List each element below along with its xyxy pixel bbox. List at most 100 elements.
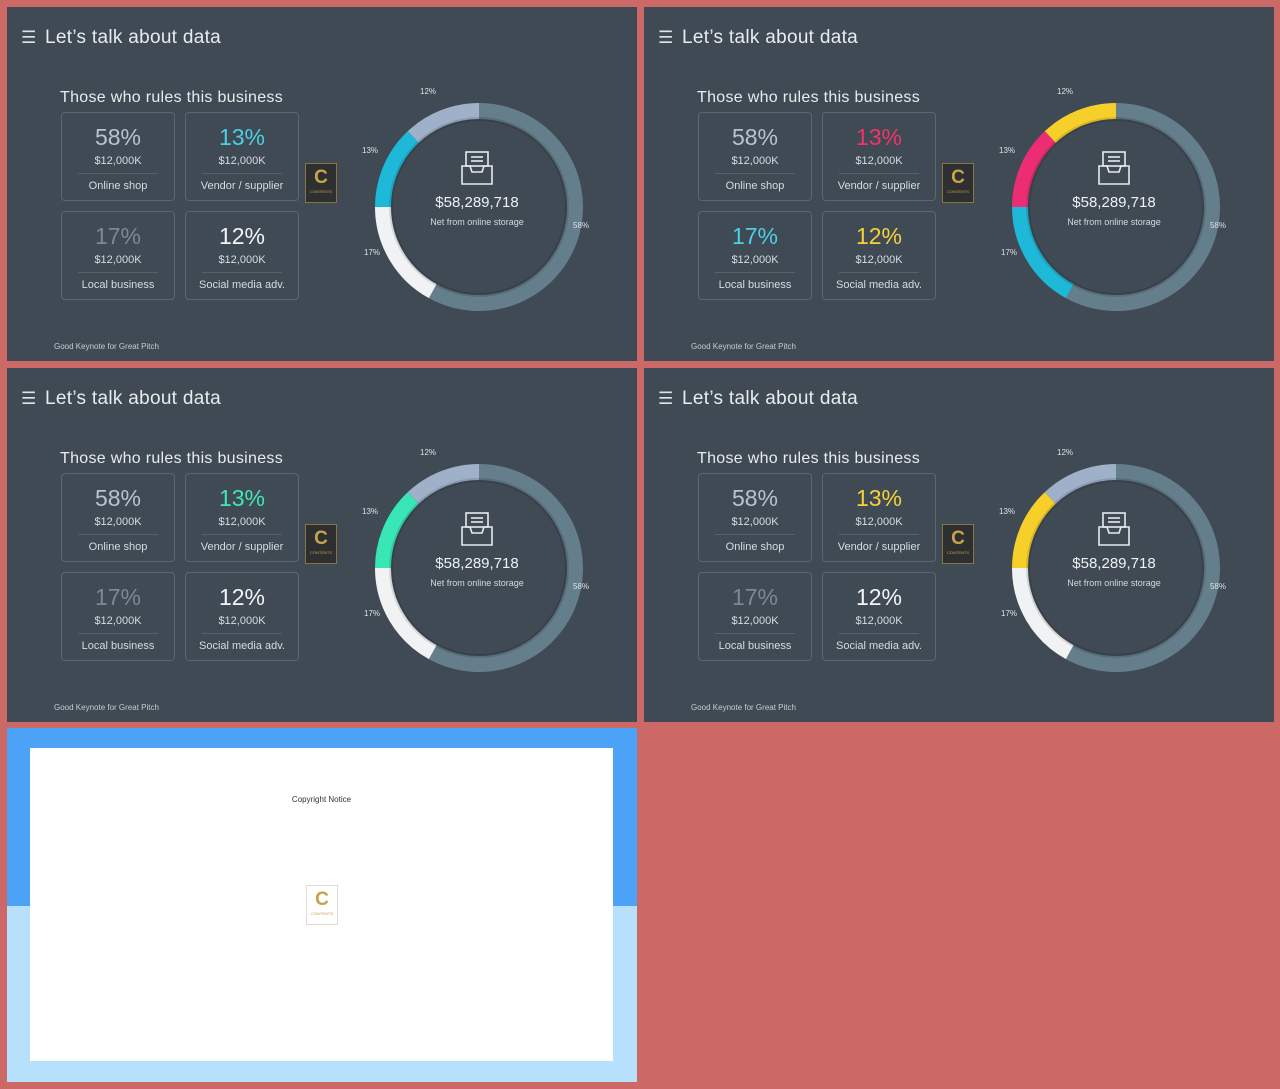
segment-vendor bbox=[375, 131, 419, 208]
stat-amount: $12,000K bbox=[218, 155, 266, 167]
stat-label: Vendor / supplier bbox=[200, 180, 284, 192]
slide-title: Let’s talk about data bbox=[682, 388, 859, 409]
segment-label-13: 13% bbox=[362, 146, 379, 155]
divider bbox=[715, 534, 795, 535]
menu-icon[interactable]: ☰ bbox=[21, 389, 37, 408]
divider bbox=[715, 173, 795, 174]
segment-label-17: 17% bbox=[1001, 248, 1018, 257]
center-label: Net from online storage bbox=[430, 217, 524, 227]
segment-label-12: 12% bbox=[1057, 87, 1074, 96]
segment-label-12: 12% bbox=[420, 87, 437, 96]
stat-percent: 17% bbox=[731, 584, 779, 610]
stat-percent: 12% bbox=[218, 584, 266, 610]
segment-social-media bbox=[1044, 464, 1117, 505]
segment-label-12: 12% bbox=[1057, 448, 1074, 457]
slide-footer: Good Keynote for Great Pitch bbox=[54, 703, 159, 712]
stat-amount: $12,000K bbox=[218, 254, 266, 266]
stat-amount: $12,000K bbox=[731, 516, 779, 528]
slide-footer: Good Keynote for Great Pitch bbox=[691, 342, 796, 351]
stat-card-vendor: 13% $12,000K Vendor / supplier bbox=[822, 473, 936, 562]
segment-online-shop bbox=[1065, 464, 1220, 672]
segment-local-business bbox=[1012, 567, 1074, 660]
divider bbox=[715, 272, 795, 273]
divider bbox=[78, 633, 158, 634]
divider bbox=[78, 272, 158, 273]
center-amount: $58,289,718 bbox=[1072, 194, 1156, 211]
slide-4[interactable]: ☰ Let’s talk about data Those who rules … bbox=[644, 368, 1274, 722]
center-amount: $58,289,718 bbox=[435, 555, 519, 572]
stat-amount: $12,000K bbox=[218, 615, 266, 627]
segment-label-58: 58% bbox=[1210, 221, 1227, 230]
stat-amount: $12,000K bbox=[731, 155, 779, 167]
segment-label-17: 17% bbox=[364, 609, 381, 618]
inbox-tray-icon bbox=[1098, 151, 1130, 185]
slide-2[interactable]: ☰ Let’s talk about data Those who rules … bbox=[644, 7, 1274, 361]
divider bbox=[202, 173, 282, 174]
slide-footer: Good Keynote for Great Pitch bbox=[691, 703, 796, 712]
donut-inner-ring bbox=[1026, 478, 1206, 658]
stat-amount: $12,000K bbox=[94, 254, 142, 266]
stat-percent: 58% bbox=[731, 485, 779, 511]
stat-label: Social media adv. bbox=[835, 640, 922, 652]
divider bbox=[202, 534, 282, 535]
stat-label: Social media adv. bbox=[198, 279, 285, 291]
stat-label: Local business bbox=[718, 640, 792, 652]
stat-label: Online shop bbox=[725, 541, 785, 553]
segment-label-12: 12% bbox=[420, 448, 437, 457]
center-amount: $58,289,718 bbox=[435, 194, 519, 211]
stat-label: Online shop bbox=[88, 541, 148, 553]
center-label: Net from online storage bbox=[1067, 217, 1161, 227]
segment-social-media bbox=[407, 464, 480, 505]
donut-inner-ring bbox=[389, 478, 569, 658]
stat-card-social-media: 12% $12,000K Social media adv. bbox=[822, 572, 936, 661]
slide-footer: Good Keynote for Great Pitch bbox=[54, 342, 159, 351]
stat-amount: $12,000K bbox=[94, 615, 142, 627]
donut-chart bbox=[375, 464, 583, 672]
contents-logo: C CONTENTS bbox=[942, 163, 974, 203]
slide-subtitle: Those who rules this business bbox=[60, 89, 284, 106]
stat-label: Online shop bbox=[725, 180, 785, 192]
stat-amount: $12,000K bbox=[731, 615, 779, 627]
slide-copyright[interactable]: Copyright Notice C CONTENTS bbox=[7, 728, 637, 1082]
stat-amount: $12,000K bbox=[218, 516, 266, 528]
stat-card-social-media: 12% $12,000K Social media adv. bbox=[185, 211, 299, 300]
stat-label: Social media adv. bbox=[835, 279, 922, 291]
divider bbox=[839, 633, 919, 634]
slide-title: Let’s talk about data bbox=[682, 27, 859, 48]
stat-percent: 17% bbox=[731, 223, 779, 249]
copyright-title: Copyright Notice bbox=[291, 795, 352, 804]
menu-icon[interactable]: ☰ bbox=[21, 28, 37, 47]
contents-logo: C CONTENTS bbox=[942, 524, 974, 564]
segment-vendor bbox=[1012, 131, 1056, 208]
donut-chart bbox=[375, 103, 583, 311]
stat-label: Vendor / supplier bbox=[200, 541, 284, 553]
segment-local-business bbox=[375, 206, 437, 299]
stat-card-social-media: 12% $12,000K Social media adv. bbox=[185, 572, 299, 661]
divider bbox=[839, 272, 919, 273]
center-amount: $58,289,718 bbox=[1072, 555, 1156, 572]
stat-card-online-shop: 58% $12,000K Online shop bbox=[698, 473, 812, 562]
menu-icon[interactable]: ☰ bbox=[658, 389, 674, 408]
stat-percent: 12% bbox=[218, 223, 266, 249]
stat-amount: $12,000K bbox=[731, 254, 779, 266]
center-label: Net from online storage bbox=[1067, 578, 1161, 588]
slide-title: Let’s talk about data bbox=[45, 27, 222, 48]
slide-3[interactable]: ☰ Let’s talk about data Those who rules … bbox=[7, 368, 637, 722]
segment-vendor bbox=[375, 492, 419, 569]
divider bbox=[78, 534, 158, 535]
center-label: Net from online storage bbox=[430, 578, 524, 588]
stat-amount: $12,000K bbox=[855, 615, 903, 627]
stat-label: Local business bbox=[718, 279, 792, 291]
menu-icon[interactable]: ☰ bbox=[658, 28, 674, 47]
inbox-tray-icon bbox=[461, 512, 493, 546]
stat-card-online-shop: 58% $12,000K Online shop bbox=[61, 473, 175, 562]
stat-amount: $12,000K bbox=[855, 254, 903, 266]
slide-1[interactable]: ☰ Let’s talk about data Those who rules … bbox=[7, 7, 637, 361]
stat-card-vendor: 13% $12,000K Vendor / supplier bbox=[822, 112, 936, 201]
stat-percent: 13% bbox=[218, 485, 266, 511]
slide-title: Let’s talk about data bbox=[45, 388, 222, 409]
divider bbox=[78, 173, 158, 174]
stat-amount: $12,000K bbox=[94, 516, 142, 528]
segment-label-13: 13% bbox=[999, 146, 1016, 155]
stat-label: Local business bbox=[81, 279, 155, 291]
